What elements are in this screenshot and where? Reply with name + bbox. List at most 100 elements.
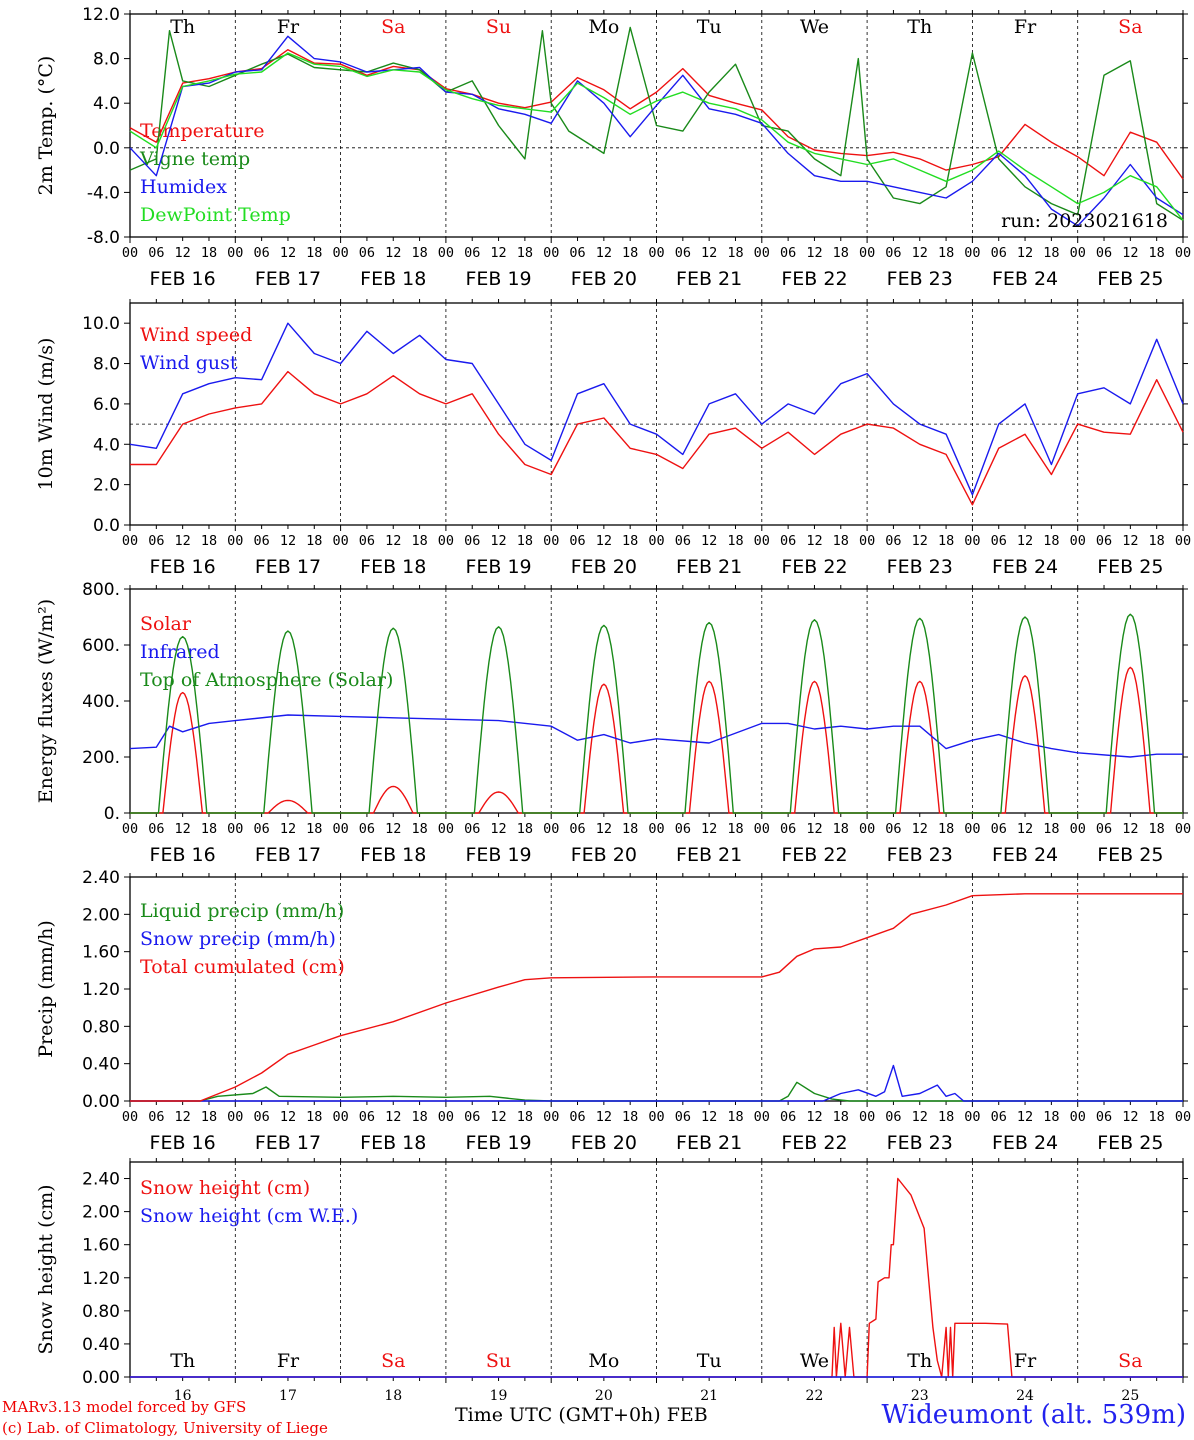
hour-tick-label: 18	[622, 533, 638, 549]
weekday-label: Mo	[588, 1350, 619, 1372]
date-label: FEB 20	[571, 844, 637, 866]
date-label: FEB 22	[781, 556, 847, 578]
hour-tick-label: 12	[175, 245, 191, 261]
weekday-label: Tu	[697, 16, 722, 38]
series-line	[130, 893, 1183, 1102]
hour-tick-label: 00	[543, 821, 559, 837]
date-label: FEB 16	[150, 1132, 216, 1154]
date-label: FEB 18	[360, 1132, 426, 1154]
hour-tick-label: 18	[727, 533, 743, 549]
hour-tick-label: 06	[464, 821, 480, 837]
y-tick-label: 2.00	[82, 1203, 120, 1223]
hour-tick-label: 18	[622, 1109, 638, 1125]
hour-tick-label: 00	[227, 1109, 243, 1125]
hour-tick-label: 06	[991, 245, 1007, 261]
series-line	[130, 613, 1183, 814]
hour-tick-label: 18	[201, 533, 217, 549]
hour-tick-label: 00	[754, 821, 770, 837]
y-tick-label: 8.0	[93, 355, 120, 375]
hour-tick-label: 18	[833, 245, 849, 261]
date-label: FEB 20	[571, 268, 637, 290]
hour-tick-label: 18	[727, 821, 743, 837]
series-line	[130, 1081, 1183, 1102]
hour-tick-label: 12	[596, 1109, 612, 1125]
hour-tick-label: 06	[253, 821, 269, 837]
hour-tick-label: 12	[912, 1109, 928, 1125]
date-label: FEB 21	[676, 1132, 742, 1154]
hour-tick-label: 00	[859, 821, 875, 837]
hour-tick-label: 12	[385, 1109, 401, 1125]
y-tick-label: 6.0	[93, 395, 120, 415]
hour-tick-label: 00	[332, 533, 348, 549]
hour-tick-label: 00	[438, 1109, 454, 1125]
hour-tick-label: 06	[253, 533, 269, 549]
hour-tick-label: 18	[1043, 1109, 1059, 1125]
hour-tick-label: 18	[517, 1109, 533, 1125]
weekday-label: Sa	[381, 1350, 405, 1372]
day-number-label: 17	[279, 1388, 297, 1404]
hour-tick-label: 18	[201, 821, 217, 837]
y-tick-label: 400.	[82, 692, 120, 712]
date-label: FEB 17	[255, 1132, 321, 1154]
y-axis-label: Precip (mm/h)	[35, 920, 57, 1058]
date-label: FEB 18	[360, 556, 426, 578]
legend-entry: Snow height (cm W.E.)	[140, 1205, 358, 1227]
hour-tick-label: 18	[411, 1109, 427, 1125]
hour-tick-label: 18	[938, 821, 954, 837]
hour-tick-label: 12	[280, 245, 296, 261]
y-tick-label: 4.0	[93, 94, 120, 114]
station-name: Wideumont (alt. 539m)	[881, 1400, 1186, 1430]
hour-tick-label: 06	[675, 1109, 691, 1125]
hour-tick-label: 06	[1096, 1109, 1112, 1125]
hour-tick-label: 06	[148, 821, 164, 837]
hour-tick-label: 06	[885, 245, 901, 261]
hour-tick-label: 18	[727, 1109, 743, 1125]
weekday-label: Su	[486, 1350, 511, 1372]
hour-tick-label: 18	[411, 821, 427, 837]
date-label: FEB 19	[465, 268, 531, 290]
hour-tick-label: 18	[622, 821, 638, 837]
date-label: FEB 17	[255, 268, 321, 290]
date-label: FEB 25	[1097, 268, 1163, 290]
hour-tick-label: 06	[569, 245, 585, 261]
hour-tick-label: 12	[912, 533, 928, 549]
hour-tick-label: 00	[332, 1109, 348, 1125]
hour-tick-label: 00	[648, 1109, 664, 1125]
hour-tick-label: 18	[517, 245, 533, 261]
hour-tick-label: 06	[569, 821, 585, 837]
x-axis-title: Time UTC (GMT+0h) FEB	[455, 1404, 708, 1426]
weekday-label: Sa	[381, 16, 405, 38]
hour-tick-label: 06	[464, 245, 480, 261]
series-line	[129, 49, 1184, 180]
hour-tick-label: 12	[1122, 533, 1138, 549]
legend-entry: Wind speed	[140, 324, 252, 346]
date-label: FEB 24	[992, 1132, 1058, 1154]
hour-tick-label: 06	[359, 821, 375, 837]
hour-tick-label: 12	[1122, 821, 1138, 837]
hour-tick-label: 18	[938, 533, 954, 549]
y-tick-label: 0.00	[82, 1092, 120, 1112]
hour-tick-label: 18	[306, 533, 322, 549]
hour-tick-label: 00	[227, 821, 243, 837]
y-tick-label: 800.	[82, 580, 120, 600]
y-tick-label: 0.40	[82, 1335, 120, 1355]
y-tick-label: 4.0	[93, 435, 120, 455]
weekday-label: We	[800, 16, 829, 38]
legend-entry: Infrared	[140, 641, 220, 663]
hour-tick-label: 12	[280, 1109, 296, 1125]
legend-entry: DewPoint Temp	[140, 204, 291, 226]
hour-tick-label: 12	[596, 245, 612, 261]
hour-tick-label: 18	[938, 245, 954, 261]
legend-entry: Liquid precip (mm/h)	[140, 900, 344, 922]
date-label: FEB 16	[150, 268, 216, 290]
hour-tick-label: 12	[806, 533, 822, 549]
hour-tick-label: 06	[780, 533, 796, 549]
y-axis-label: Snow height (cm)	[35, 1184, 57, 1354]
hour-tick-label: 06	[991, 1109, 1007, 1125]
hour-tick-label: 06	[1096, 533, 1112, 549]
y-axis-label: Energy fluxes (W/m²)	[35, 599, 57, 803]
date-label: FEB 19	[465, 844, 531, 866]
weekday-label: Th	[170, 1350, 195, 1372]
hour-tick-label: 12	[806, 1109, 822, 1125]
month-label: FEB	[666, 1404, 708, 1426]
